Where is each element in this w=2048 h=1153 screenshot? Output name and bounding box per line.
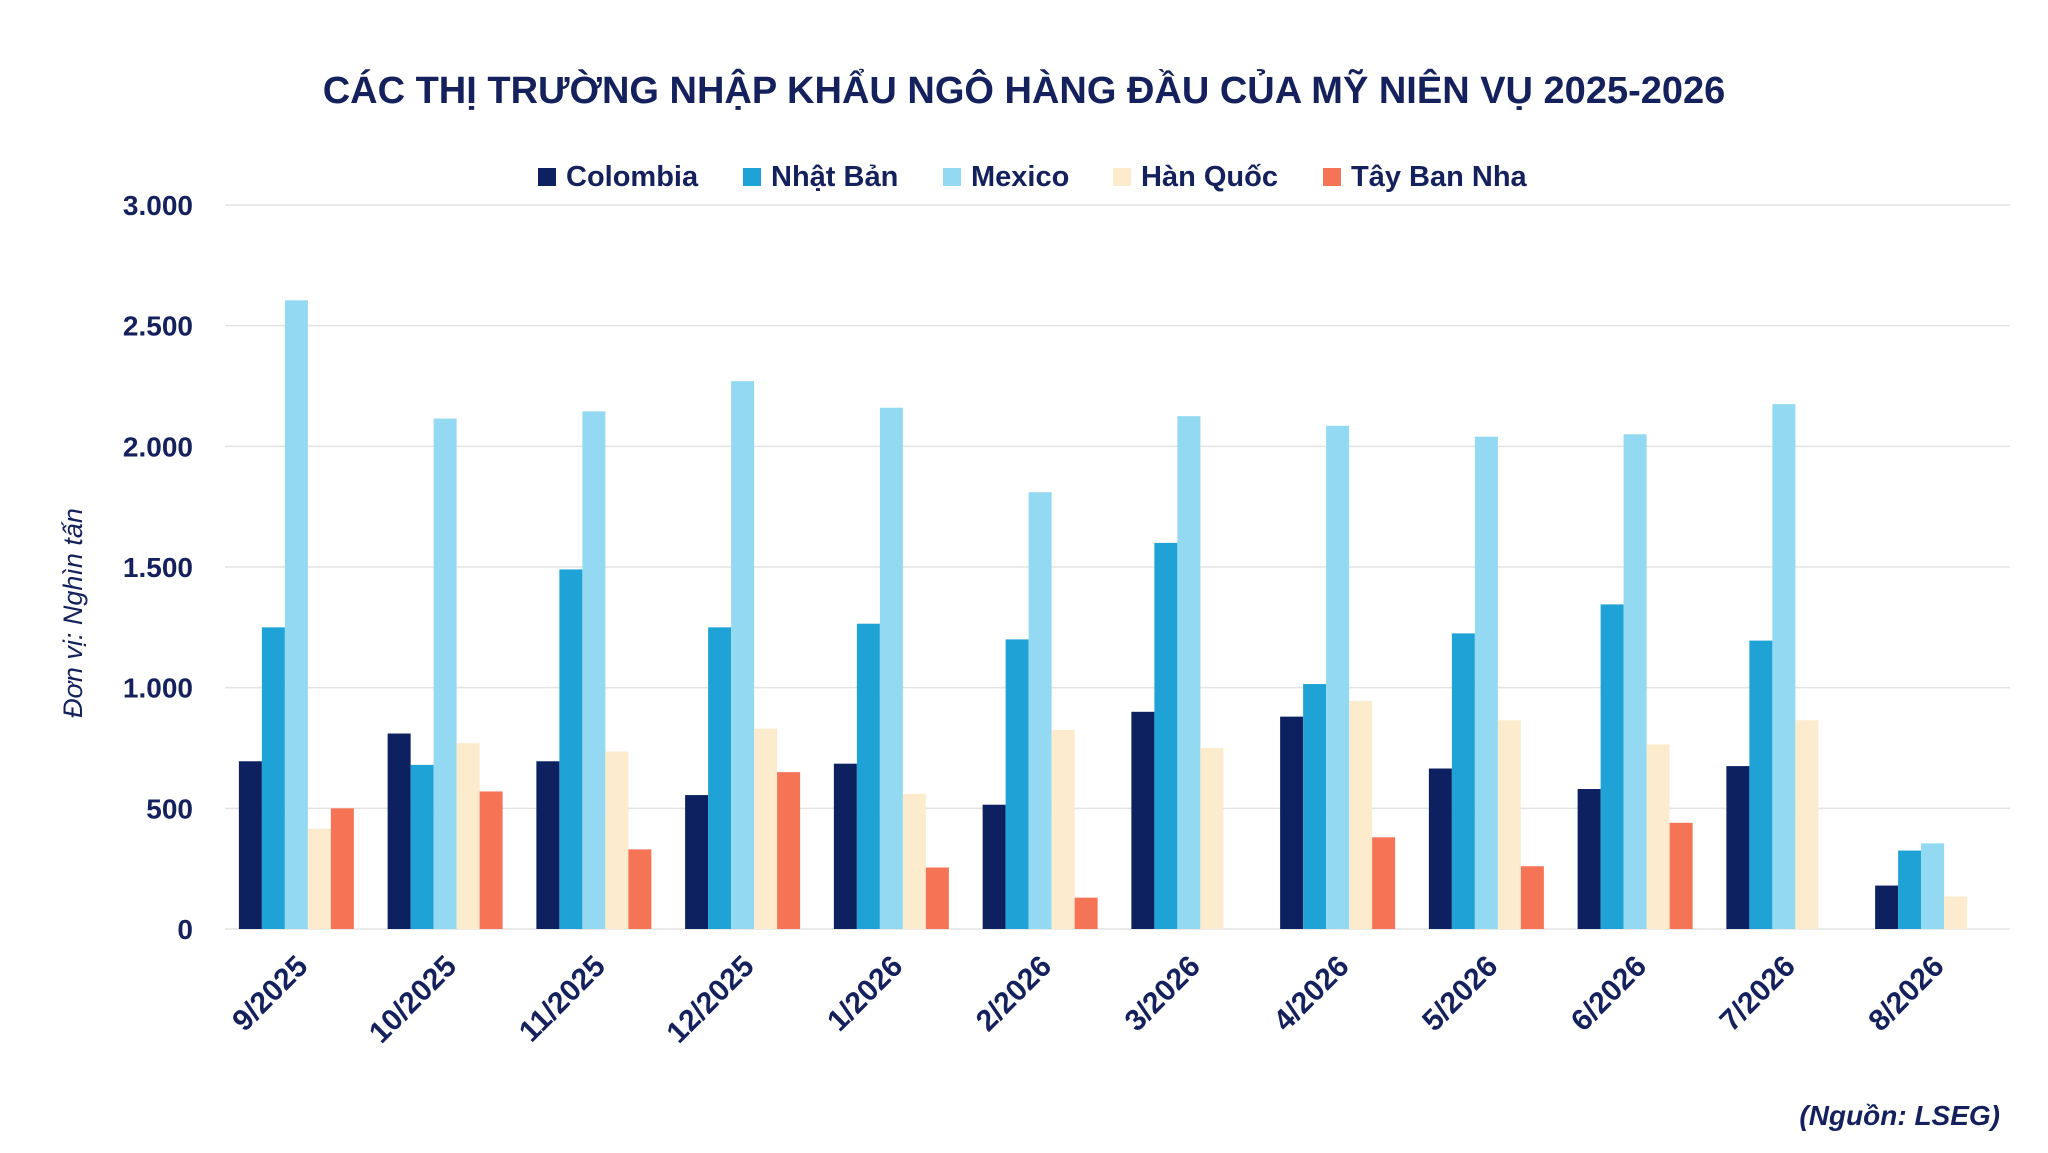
bars <box>238 300 1968 930</box>
bar-mexico-9-2025 <box>284 300 308 929</box>
bar-mexico-11-2025 <box>582 411 606 930</box>
x-tick-label: 8/2026 <box>1862 950 1950 1038</box>
x-tick-label: 9/2025 <box>226 950 314 1038</box>
bar-nhật-bản-1-2026 <box>856 623 880 929</box>
bar-nhật-bản-7-2026 <box>1749 640 1773 929</box>
bar-nhật-bản-5-2026 <box>1451 633 1475 929</box>
bar-mexico-12-2025 <box>731 381 755 929</box>
bar-nhật-bản-11-2025 <box>559 569 583 929</box>
x-axis-ticks: 9/2025 10/2025 11/2025 12/2025 1/2026 2/2026 3… <box>226 950 1950 1050</box>
bar-colombia-2-2026 <box>982 804 1006 929</box>
y-tick-label: 1.500 <box>123 552 193 583</box>
bar-nhật-bản-8-2026 <box>1898 850 1922 929</box>
legend-label: Nhật Bản <box>771 161 898 193</box>
bar-tây-ban-nha-9-2025 <box>330 808 354 929</box>
bar-hàn-quốc-1-2026 <box>902 793 926 929</box>
bar-tây-ban-nha-5-2026 <box>1520 866 1544 929</box>
legend-label: Mexico <box>971 161 1069 193</box>
y-tick-label: 2.500 <box>123 311 193 342</box>
bar-colombia-5-2026 <box>1428 768 1452 929</box>
legend-swatch <box>538 168 556 186</box>
bar-hàn-quốc-6-2026 <box>1646 744 1670 929</box>
x-tick-label: 12/2025 <box>661 950 761 1050</box>
legend-swatch <box>1323 168 1341 186</box>
bar-mexico-6-2026 <box>1623 434 1647 929</box>
bar-nhật-bản-6-2026 <box>1600 604 1624 929</box>
bar-colombia-6-2026 <box>1577 789 1601 929</box>
y-axis-ticks: 0 500 1.000 1.500 2.000 2.500 3.000 <box>123 190 193 945</box>
bar-tây-ban-nha-6-2026 <box>1669 822 1693 929</box>
bar-nhật-bản-9-2025 <box>261 627 285 929</box>
x-tick-label: 11/2025 <box>513 950 612 1049</box>
legend-label: Hàn Quốc <box>1141 161 1278 193</box>
bar-colombia-8-2026 <box>1875 885 1899 929</box>
bar-colombia-12-2025 <box>685 795 709 929</box>
gridlines <box>225 204 2010 930</box>
bar-tây-ban-nha-1-2026 <box>925 867 949 929</box>
legend-swatch <box>1113 168 1131 186</box>
legend-swatch <box>743 168 761 186</box>
bar-hàn-quốc-11-2025 <box>605 751 629 929</box>
chart-title: CÁC THỊ TRƯỜNG NHẬP KHẨU NGÔ HÀNG ĐẦU CỦ… <box>323 67 1726 112</box>
legend: Colombia Nhật Bản Mexico Hàn Quốc Tây Ban Nh… <box>538 161 1528 193</box>
x-tick-label: 5/2026 <box>1416 950 1504 1038</box>
bar-colombia-4-2026 <box>1280 716 1304 929</box>
bar-mexico-2-2026 <box>1028 492 1052 929</box>
legend-label: Tây Ban Nha <box>1351 161 1528 193</box>
bar-colombia-11-2025 <box>536 761 560 929</box>
x-tick-label: 1/2026 <box>821 950 909 1038</box>
bar-mexico-10-2025 <box>433 418 457 929</box>
y-axis-label: Đơn vị: Nghìn tấn <box>58 508 88 718</box>
bar-hàn-quốc-2-2026 <box>1051 729 1075 929</box>
bar-mexico-4-2026 <box>1326 425 1350 929</box>
y-tick-label: 3.000 <box>123 190 193 221</box>
y-tick-label: 2.000 <box>123 431 193 462</box>
legend-label: Colombia <box>566 161 699 193</box>
y-tick-label: 500 <box>146 793 193 824</box>
bar-hàn-quốc-8-2026 <box>1944 896 1968 929</box>
y-tick-label: 0 <box>177 914 193 945</box>
bar-hàn-quốc-7-2026 <box>1795 720 1819 929</box>
bar-tây-ban-nha-2-2026 <box>1074 897 1098 929</box>
x-tick-label: 3/2026 <box>1119 950 1207 1038</box>
bar-hàn-quốc-3-2026 <box>1200 748 1224 929</box>
bar-hàn-quốc-10-2025 <box>456 743 480 929</box>
bar-colombia-9-2025 <box>238 761 262 929</box>
bar-nhật-bản-12-2025 <box>708 627 732 929</box>
bar-nhật-bản-2-2026 <box>1005 639 1029 929</box>
bar-hàn-quốc-5-2026 <box>1497 720 1521 929</box>
x-tick-label: 10/2025 <box>363 950 463 1050</box>
bar-hàn-quốc-9-2025 <box>307 828 331 929</box>
bar-mexico-3-2026 <box>1177 416 1201 930</box>
bar-colombia-7-2026 <box>1726 766 1750 929</box>
bar-tây-ban-nha-10-2025 <box>479 791 503 929</box>
x-tick-label: 4/2026 <box>1267 950 1355 1038</box>
bar-mexico-7-2026 <box>1772 404 1796 930</box>
bar-nhật-bản-4-2026 <box>1303 684 1327 929</box>
x-tick-label: 7/2026 <box>1714 950 1802 1038</box>
bar-tây-ban-nha-4-2026 <box>1372 837 1396 929</box>
bar-colombia-10-2025 <box>387 733 411 929</box>
bar-mexico-5-2026 <box>1474 436 1498 929</box>
bar-mexico-1-2026 <box>879 407 903 930</box>
y-tick-label: 1.000 <box>123 673 193 704</box>
x-tick-label: 6/2026 <box>1565 950 1653 1038</box>
legend-swatch <box>943 168 961 186</box>
bar-colombia-1-2026 <box>833 763 857 929</box>
bar-hàn-quốc-4-2026 <box>1349 700 1373 929</box>
bar-mexico-8-2026 <box>1921 843 1945 929</box>
bar-tây-ban-nha-12-2025 <box>777 772 801 929</box>
bar-hàn-quốc-12-2025 <box>754 728 778 929</box>
bar-colombia-3-2026 <box>1131 711 1155 929</box>
bar-nhật-bản-10-2025 <box>410 764 434 929</box>
bar-nhật-bản-3-2026 <box>1154 542 1178 929</box>
x-tick-label: 2/2026 <box>970 950 1058 1038</box>
source-note: (Nguồn: LSEG) <box>1799 1100 2000 1131</box>
bar-tây-ban-nha-11-2025 <box>628 849 652 929</box>
